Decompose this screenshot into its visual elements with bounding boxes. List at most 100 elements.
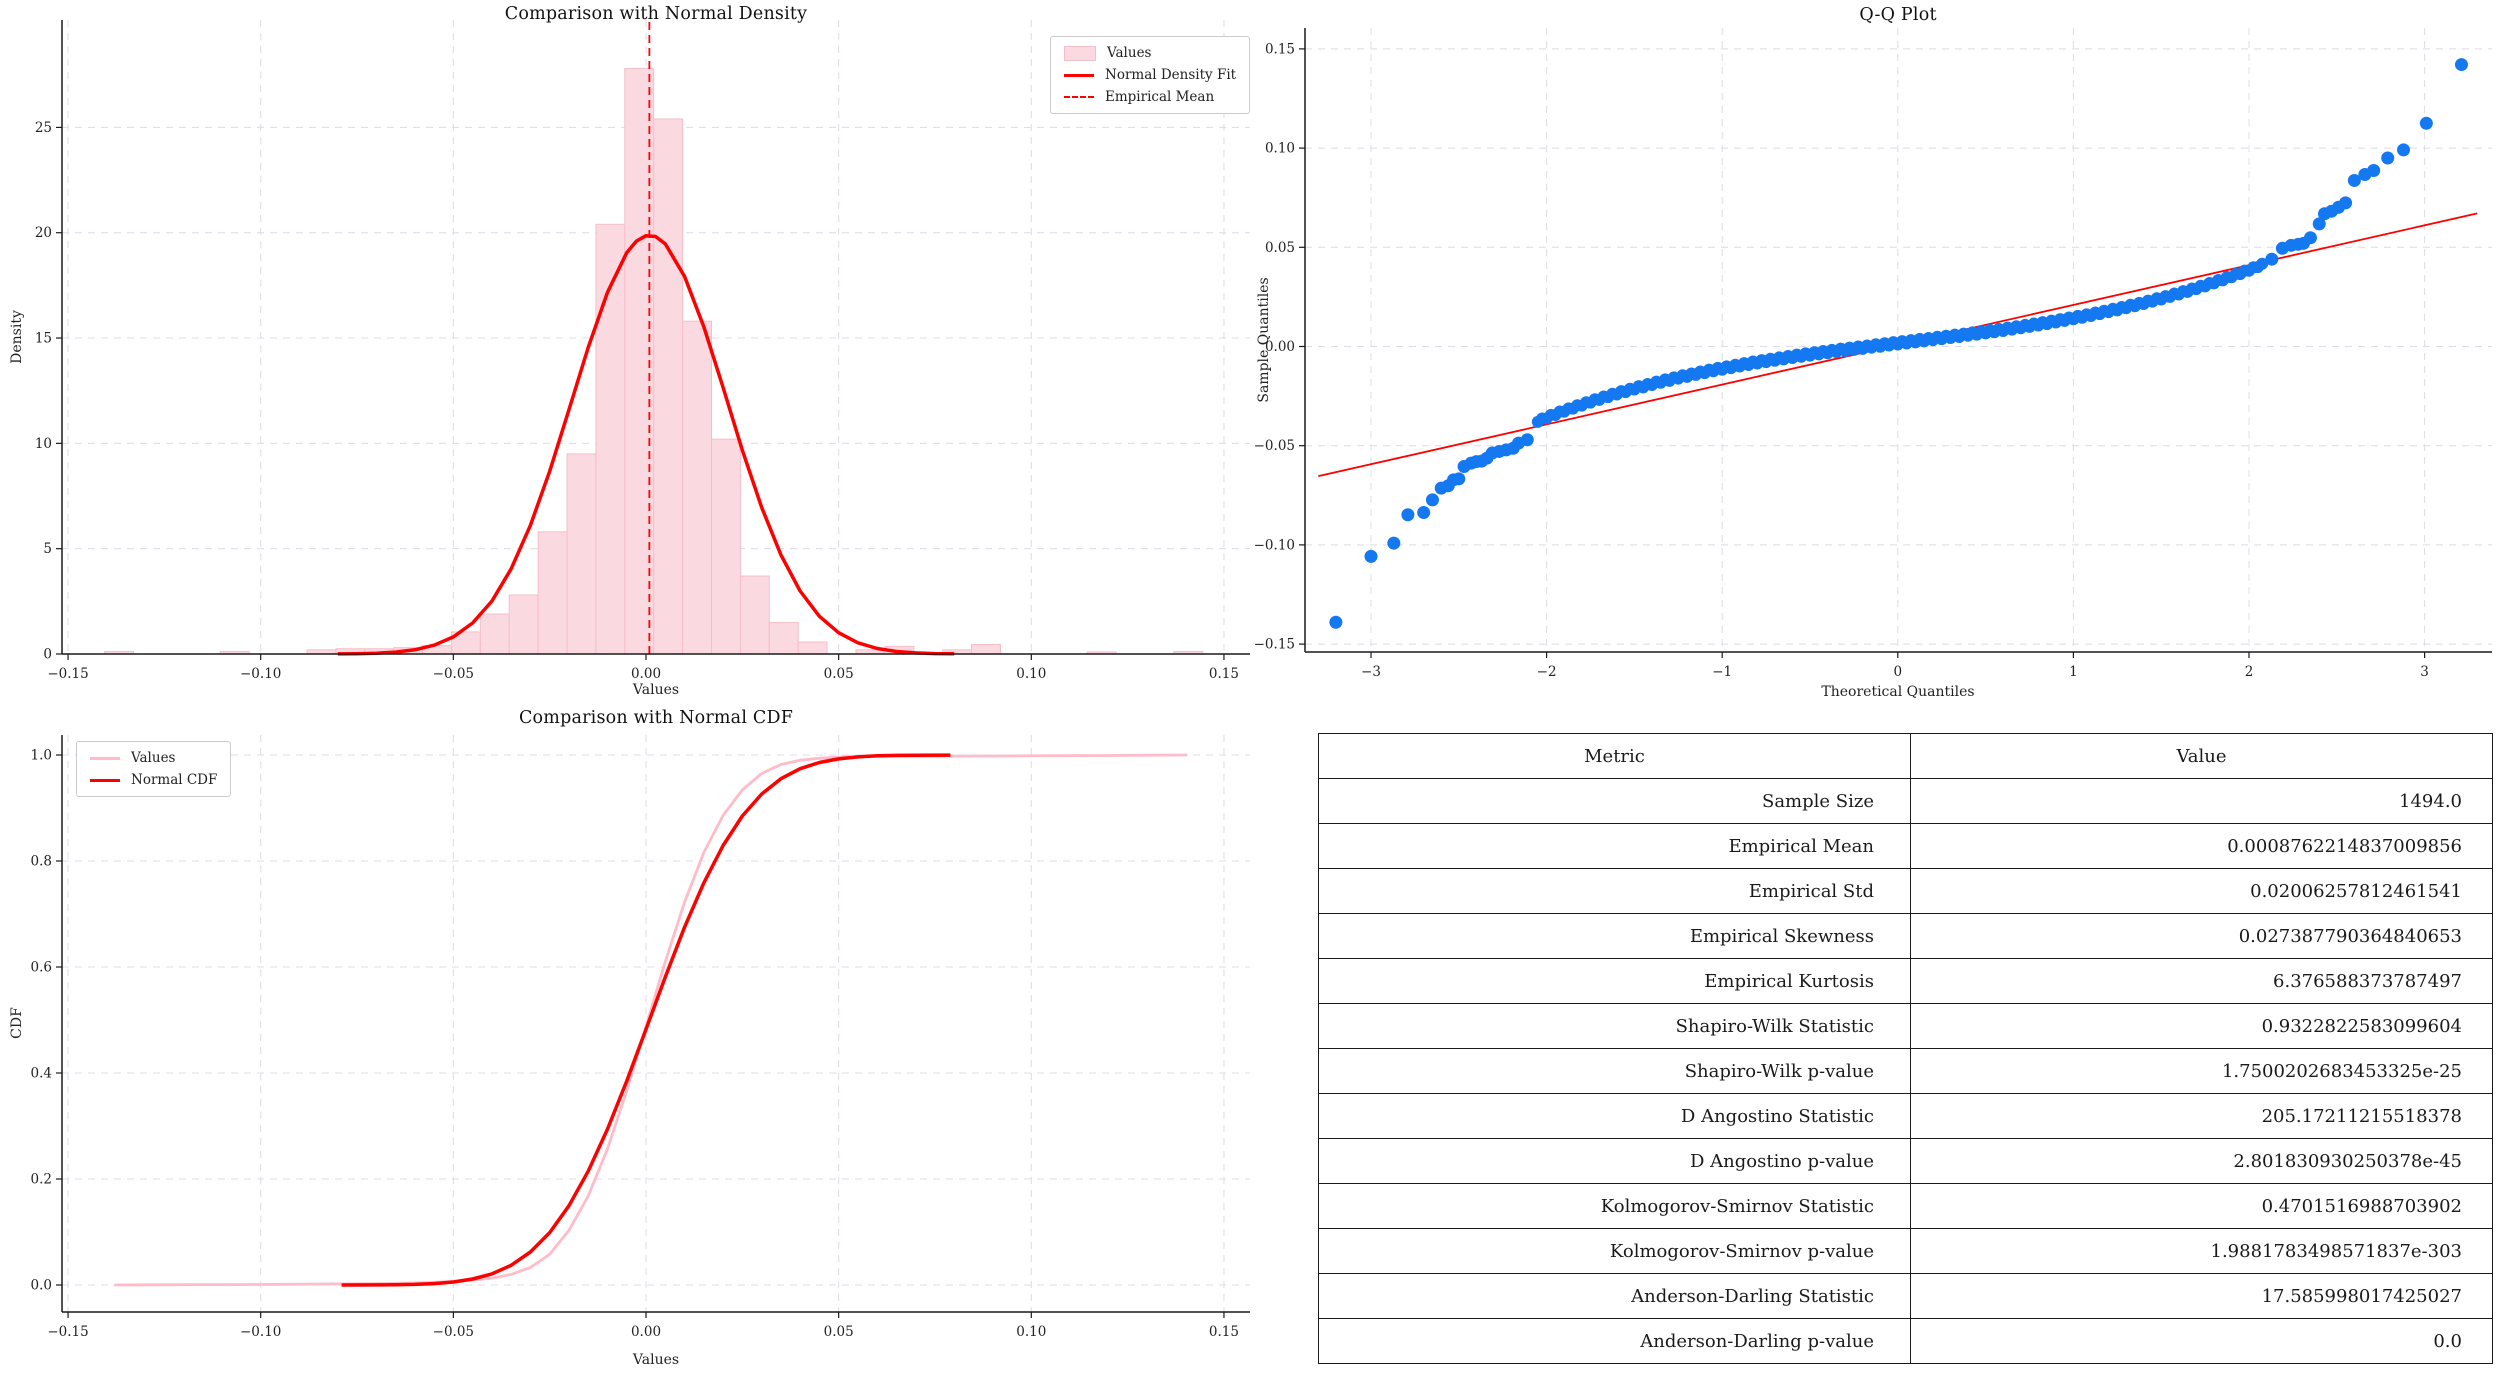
density-ylabel: Density	[9, 310, 25, 364]
table-row: Shapiro-Wilk Statistic 0.9322822583099604	[1318, 1003, 2493, 1049]
cdf-plot-title: Comparison with Normal CDF	[518, 708, 794, 728]
metric-cell: Empirical Mean	[1318, 823, 1911, 869]
value-cell: 1.9881783498571837e-303	[1910, 1228, 2493, 1274]
cdf-xlabel: Values	[632, 1352, 680, 1368]
y-tick-label: 0.8	[31, 854, 52, 870]
histogram-bar	[711, 438, 741, 655]
density-axes: −0.15 −0.10 −0.05 0.00 0.05 0.10 0.15 0 5 10 15 20 2…	[35, 20, 1250, 682]
x-tick-label: −0.15	[47, 666, 88, 682]
y-tick-label: 1.0	[31, 748, 52, 764]
legend-swatch-line	[1064, 73, 1094, 77]
normal-density-fit-curve	[337, 233, 955, 656]
metric-cell: Sample Size	[1318, 778, 1911, 824]
histogram-bar	[971, 644, 1001, 655]
y-tick-label: −0.10	[1254, 537, 1295, 553]
value-cell: 0.02006257812461541	[1910, 868, 2493, 914]
table-row: Empirical Skewness 0.027387790364840653	[1318, 913, 2493, 959]
y-tick-label: 15	[35, 331, 52, 347]
x-tick-label: −0.10	[240, 666, 281, 682]
table-row: Empirical Std 0.02006257812461541	[1318, 868, 2493, 914]
stats-table-container: Metric Value Sample Size 1494.0 Empirical …	[1318, 733, 2493, 1364]
table-row: Shapiro-Wilk p-value 1.7500202683453325e-…	[1318, 1048, 2493, 1094]
histogram-bar	[682, 320, 713, 655]
y-tick-label: 5	[43, 541, 52, 557]
legend-entry: Normal Density Fit	[1064, 67, 1236, 83]
value-cell: 2.801830930250378e-45	[1910, 1138, 2493, 1184]
qq-axes: −3 −2 −1 0 1 2 3 −0.15 −0.10 −0.05 0.00 0.05 0.10 0.1…	[1254, 28, 2492, 680]
y-tick-label: 0	[43, 647, 52, 663]
normal-cdf-line	[341, 753, 951, 1287]
metric-cell: Kolmogorov-Smirnov p-value	[1318, 1228, 1911, 1274]
histogram-bar	[739, 575, 770, 655]
metric-cell: Anderson-Darling p-value	[1318, 1318, 1911, 1364]
y-tick-label: 25	[35, 120, 52, 136]
value-cell: 0.0	[1910, 1318, 2493, 1364]
x-tick-label: 0.10	[1016, 666, 1046, 682]
table-row: Empirical Kurtosis 6.376588373787497	[1318, 958, 2493, 1004]
legend-label: Values	[131, 750, 176, 766]
value-cell: 1494.0	[1910, 778, 2493, 824]
qq-tail-points	[1329, 58, 2468, 629]
x-tick-label: −2	[1537, 664, 1557, 680]
metric-cell: Shapiro-Wilk p-value	[1318, 1048, 1911, 1094]
y-tick-label: 0.2	[31, 1172, 52, 1188]
x-tick-label: 0.15	[1209, 1324, 1239, 1340]
table-row: Kolmogorov-Smirnov Statistic 0.4701516988…	[1318, 1183, 2493, 1229]
qq-ylabel: Sample Quantiles	[1256, 277, 1272, 403]
x-tick-label: −3	[1361, 664, 1381, 680]
histogram-bar	[537, 531, 568, 655]
y-tick-label: 0.05	[1265, 240, 1295, 256]
metric-cell: Empirical Skewness	[1318, 913, 1911, 959]
metric-cell: Anderson-Darling Statistic	[1318, 1273, 1911, 1319]
density-tick-labels: −0.15 −0.10 −0.05 0.00 0.05 0.10 0.15 0 5 10 15 20 2…	[35, 120, 1239, 682]
x-tick-label: −1	[1712, 664, 1732, 680]
y-tick-label: 0.00	[1265, 339, 1295, 355]
qq-plot-title: Q-Q Plot	[1859, 5, 1937, 25]
value-cell: 205.17211215518378	[1910, 1093, 2493, 1139]
value-column-header: Value	[1910, 733, 2493, 779]
value-cell: 1.7500202683453325e-25	[1910, 1048, 2493, 1094]
legend-entry: Values	[1064, 45, 1236, 61]
value-cell: 0.4701516988703902	[1910, 1183, 2493, 1229]
stats-table: Metric Value Sample Size 1494.0 Empirical …	[1318, 733, 2493, 1364]
y-tick-label: 0.0	[31, 1278, 52, 1294]
x-tick-label: 2	[2245, 664, 2254, 680]
x-tick-label: 0	[1894, 664, 1903, 680]
x-tick-label: 0.05	[824, 666, 854, 682]
x-tick-label: −0.15	[47, 1324, 88, 1340]
table-row: Anderson-Darling Statistic 17.58599801742…	[1318, 1273, 2493, 1319]
value-cell: 0.9322822583099604	[1910, 1003, 2493, 1049]
histogram-bar	[508, 594, 539, 655]
x-tick-label: −0.05	[433, 1324, 474, 1340]
histogram-bar	[566, 453, 597, 655]
legend-label: Normal Density Fit	[1105, 67, 1237, 83]
legend-label: Empirical Mean	[1105, 89, 1215, 105]
metric-cell: Shapiro-Wilk Statistic	[1318, 1003, 1911, 1049]
x-tick-label: 1	[2069, 664, 2078, 680]
x-tick-label: −0.10	[240, 1324, 281, 1340]
table-row: Anderson-Darling p-value 0.0	[1318, 1318, 2493, 1364]
x-tick-label: 0.00	[631, 1324, 661, 1340]
x-tick-label: 0.15	[1209, 666, 1239, 682]
metric-cell: Empirical Kurtosis	[1318, 958, 1911, 1004]
cdf-tick-labels: −0.15 −0.10 −0.05 0.00 0.05 0.10 0.15 0.0 0.2 0.4…	[31, 748, 1239, 1341]
table-row: D Angostino p-value 2.801830930250378e-45	[1318, 1138, 2493, 1184]
y-tick-label: 0.10	[1265, 141, 1295, 157]
cdf-axes: −0.15 −0.10 −0.05 0.00 0.05 0.10 0.15 0.0 0.2 0.4…	[31, 735, 1250, 1340]
metric-cell: Empirical Std	[1318, 868, 1911, 914]
histogram-bars	[104, 67, 1204, 655]
histogram-bar	[479, 613, 510, 655]
value-cell: 17.585998017425027	[1910, 1273, 2493, 1319]
density-plot-title: Comparison with Normal Density	[504, 4, 808, 24]
y-tick-label: 0.4	[31, 1066, 52, 1082]
density-xlabel: Values	[632, 682, 680, 698]
table-row: Sample Size 1494.0	[1318, 778, 2493, 824]
metric-cell: D Angostino Statistic	[1318, 1093, 1911, 1139]
y-tick-label: −0.05	[1254, 438, 1295, 454]
cdf-grid	[62, 735, 1250, 1312]
table-row: D Angostino Statistic 205.17211215518378	[1318, 1093, 2493, 1139]
y-tick-label: 10	[35, 436, 52, 452]
y-tick-label: 0.15	[1265, 41, 1295, 57]
